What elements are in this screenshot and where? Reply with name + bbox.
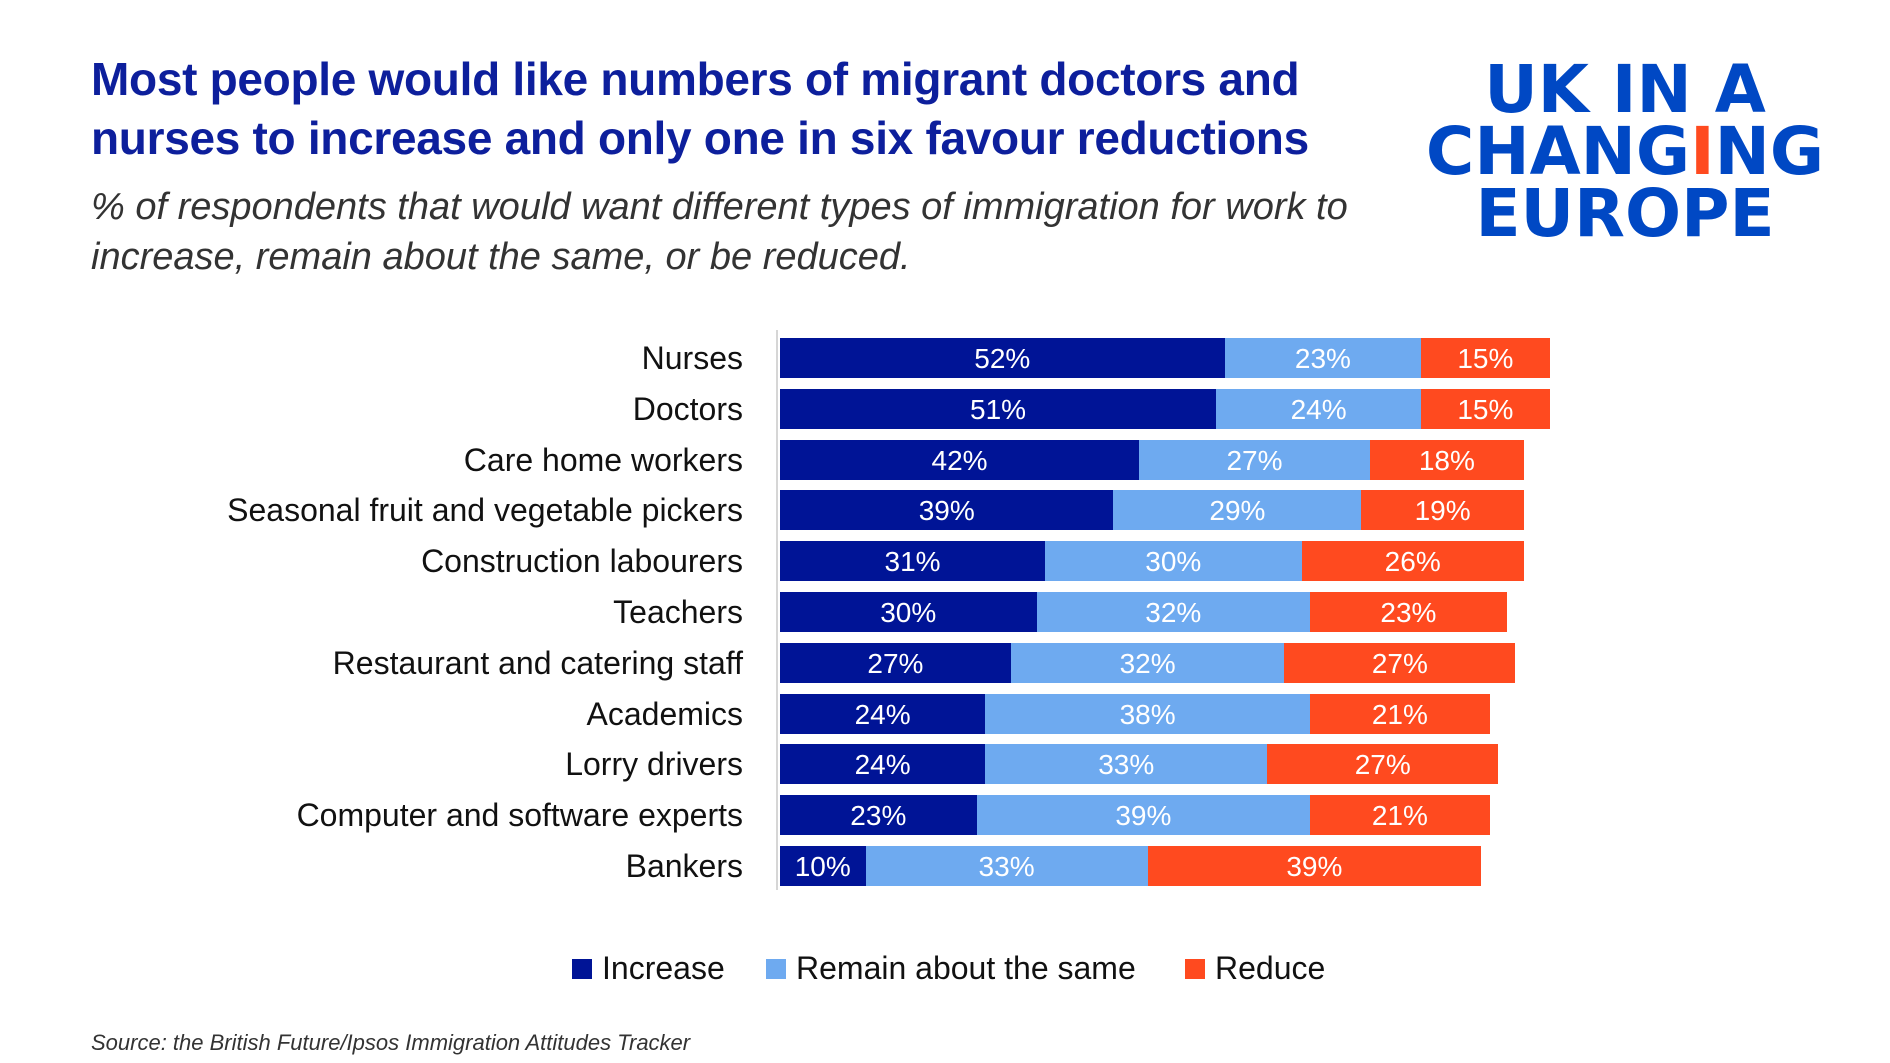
legend-swatch-increase: [572, 958, 592, 979]
svg-text:CHANGING: CHANGING: [1426, 113, 1824, 190]
legend-item-increase: Increase: [572, 950, 725, 987]
chart-subtitle: % of respondents that would want differe…: [91, 186, 1348, 278]
legend-label: Reduce: [1215, 950, 1326, 986]
legend-item-same: Remain about the same: [766, 950, 1136, 987]
category-label: Care home workers: [463, 441, 743, 478]
svg-text:EUROPE: EUROPE: [1475, 175, 1774, 242]
bar-segment-same: 38%: [985, 693, 1311, 734]
uk-in-a-changing-europe-logo: UK IN A CHANGING EUROPE: [1426, 52, 1824, 242]
bar-segment-increase: 23%: [780, 795, 977, 836]
bar-segment-increase: 24%: [780, 744, 986, 785]
bar-segment-increase: 51%: [780, 388, 1217, 429]
bar-segment-increase: 31%: [780, 541, 1046, 582]
bar-segment-reduce: 21%: [1310, 693, 1490, 734]
bar-segment-same: 32%: [1036, 592, 1311, 632]
y-axis-line: [776, 330, 778, 890]
category-label: Doctors: [632, 390, 743, 427]
bar-segment-reduce: 15%: [1421, 388, 1550, 429]
bar-segment-same: 29%: [1113, 490, 1362, 531]
bar-segment-same: 39%: [976, 795, 1311, 836]
legend-swatch-reduce: [1185, 958, 1205, 979]
bar-segment-same: 33%: [985, 744, 1268, 785]
category-label: Lorry drivers: [565, 746, 743, 783]
bar-segment-reduce: 26%: [1301, 541, 1524, 582]
bar-segment-reduce: 15%: [1421, 338, 1550, 378]
legend: Increase Remain about the same Reduce: [0, 950, 1890, 990]
category-label: Seasonal fruit and vegetable pickers: [227, 492, 743, 529]
bar-segment-same: 23%: [1224, 338, 1422, 378]
bar-segment-increase: 39%: [780, 490, 1114, 531]
bar-segment-increase: 10%: [780, 846, 866, 886]
bar-segment-same: 27%: [1139, 439, 1370, 480]
bar-segment-increase: 42%: [780, 439, 1140, 480]
category-label: Academics: [586, 695, 744, 732]
bar-segment-reduce: 27%: [1284, 642, 1516, 683]
chart-title: Most people would like numbers of migran…: [91, 53, 1309, 164]
bar-segment-increase: 52%: [780, 338, 1225, 378]
bar-segment-reduce: 23%: [1310, 592, 1507, 632]
bar-segment-reduce: 21%: [1310, 795, 1490, 836]
bar-segment-increase: 27%: [780, 642, 1011, 683]
bar-segment-increase: 30%: [780, 592, 1037, 632]
category-label: Bankers: [625, 848, 743, 884]
legend-label: Remain about the same: [796, 950, 1136, 986]
bar-segment-reduce: 39%: [1147, 846, 1482, 886]
bar-segment-reduce: 18%: [1369, 439, 1524, 480]
bar-segment-same: 32%: [1010, 642, 1285, 683]
legend-item-reduce: Reduce: [1185, 950, 1325, 987]
category-label: Construction labourers: [421, 543, 743, 580]
legend-swatch-same: [766, 958, 786, 979]
source-note: Source: the British Future/Ipsos Immigra…: [91, 1030, 691, 1055]
category-label: Computer and software experts: [296, 797, 743, 834]
bar-segment-same: 30%: [1045, 541, 1302, 582]
bar-segment-increase: 24%: [780, 693, 986, 734]
legend-label: Increase: [602, 950, 725, 986]
bar-segment-reduce: 19%: [1361, 490, 1524, 531]
category-label: Restaurant and catering staff: [332, 644, 743, 681]
bar-segment-same: 33%: [865, 846, 1148, 886]
category-label: Nurses: [641, 340, 743, 376]
svg-text:UK IN A: UK IN A: [1484, 52, 1766, 128]
bar-segment-same: 24%: [1216, 388, 1422, 429]
bar-segment-reduce: 27%: [1267, 744, 1499, 785]
category-label: Teachers: [613, 594, 743, 630]
